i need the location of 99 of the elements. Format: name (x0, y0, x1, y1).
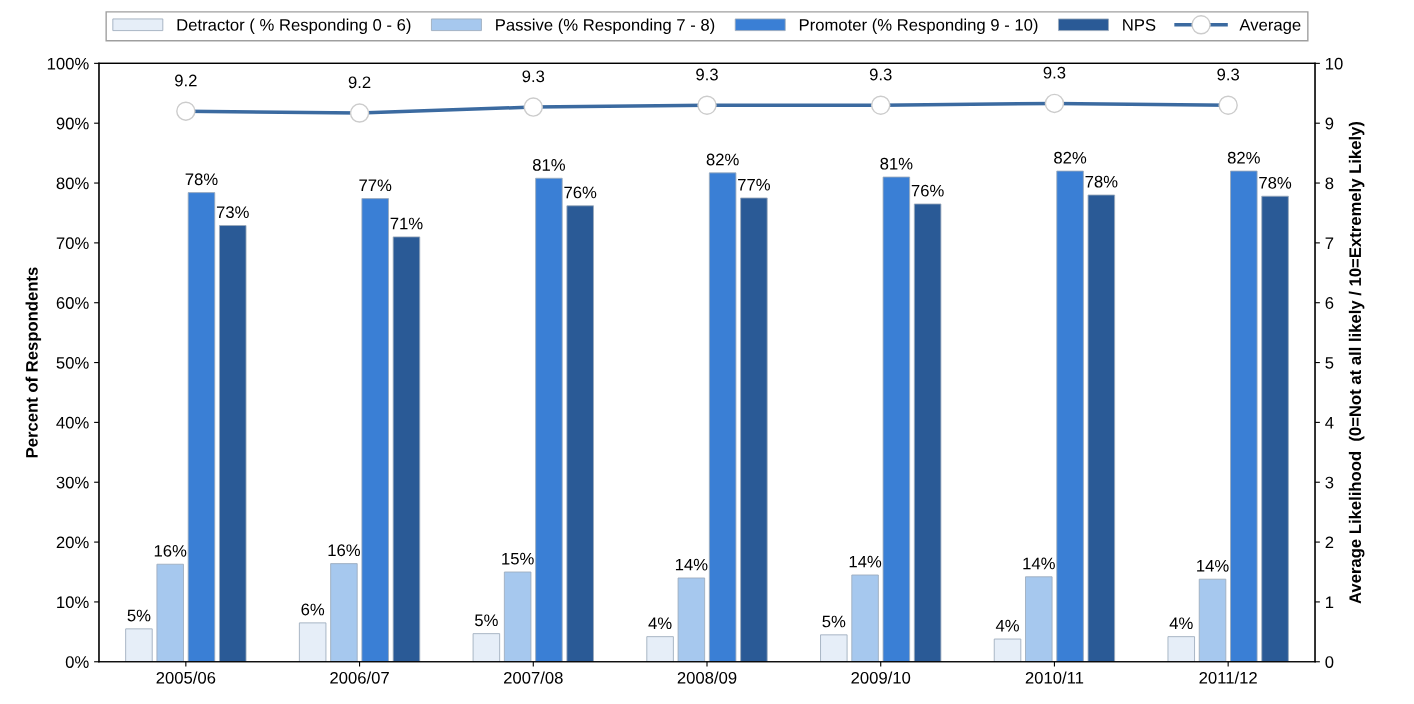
data-label: 9.3 (696, 68, 718, 81)
bar (187, 192, 216, 662)
bar (1056, 170, 1084, 662)
y2-tick-label: 2 (1325, 536, 1334, 549)
data-label: 14% (1023, 557, 1055, 570)
bar (740, 197, 768, 662)
y-tick-label: 80% (56, 177, 89, 190)
data-label: 78% (1259, 176, 1292, 189)
y2-tick-label: 7 (1325, 237, 1334, 249)
data-label: 5% (475, 614, 498, 627)
bar (219, 225, 247, 662)
bar (503, 571, 532, 662)
x-tick-label: 2010/11 (1025, 671, 1084, 684)
bar (566, 205, 594, 662)
bar (361, 198, 389, 662)
data-label: 82% (1227, 151, 1260, 164)
bar (125, 628, 153, 662)
bar (156, 563, 184, 662)
data-label: 15% (502, 552, 534, 565)
bar (1025, 576, 1053, 662)
data-label: 5% (127, 609, 151, 622)
data-label: 9.3 (522, 70, 545, 83)
data-label: 16% (328, 544, 361, 557)
data-label: 14% (1197, 559, 1229, 572)
y2-tick-label: 8 (1325, 177, 1334, 190)
data-label: 82% (1054, 151, 1087, 164)
y-tick-label: 50% (56, 356, 89, 369)
bar (913, 203, 942, 662)
y2-tick-label: 1 (1326, 596, 1334, 608)
bar (708, 172, 737, 662)
bar (472, 633, 501, 662)
data-label: 77% (738, 178, 770, 191)
legend-label: Passive (% Responding 7 - 8) (496, 18, 715, 35)
data-label: 4% (995, 619, 1019, 632)
x-tick-label: 2005/06 (156, 671, 216, 684)
data-label: 9.3 (1217, 68, 1240, 81)
y-tick-label: 70% (56, 237, 89, 250)
bar (535, 177, 563, 662)
x-tick-label: 2009/10 (851, 671, 911, 684)
legend-label: Promoter (% Responding 9 - 10) (799, 18, 1038, 35)
data-label: 14% (849, 555, 882, 568)
data-label: 77% (359, 179, 392, 192)
data-label: 4% (648, 617, 672, 630)
bar (1261, 195, 1289, 662)
data-label: 9.3 (869, 68, 892, 81)
data-label: 76% (911, 184, 944, 197)
legend-label: NPS (1123, 18, 1156, 31)
bar (1167, 636, 1195, 662)
y2-tick-label: 6 (1325, 297, 1334, 309)
data-label: 78% (185, 173, 218, 186)
x-tick-label: 2006/07 (330, 671, 389, 684)
bar (820, 634, 848, 662)
y-tick-label: 40% (56, 416, 89, 429)
y-tick-label: 20% (56, 536, 89, 549)
y2-axis-title: Average Likelihood (0=Not at all likely / 10=Extremely Likely) (1348, 121, 1365, 604)
x-tick-label: 2011/12 (1199, 671, 1257, 684)
data-label: 6% (301, 603, 325, 616)
bar (882, 176, 911, 662)
data-label: 9.2 (175, 74, 197, 87)
y2-tick-label: 10 (1326, 57, 1343, 70)
y2-tick-label: 5 (1325, 357, 1334, 369)
bar (851, 574, 879, 662)
x-tick-label: 2007/08 (504, 671, 563, 684)
y-tick-label: 10% (57, 596, 89, 609)
data-label: 73% (216, 206, 249, 219)
bar (1087, 194, 1116, 662)
bar (646, 636, 674, 662)
data-label: 81% (532, 158, 565, 171)
y-tick-label: 60% (56, 297, 89, 309)
y2-tick-label: 0 (1325, 656, 1334, 668)
legend-label: Average (1239, 19, 1301, 35)
bar (1198, 578, 1227, 662)
y-tick-label: 0% (65, 656, 89, 668)
y-axis-title: Percent of Respondents (25, 267, 42, 458)
y-tick-label: 100% (47, 57, 89, 70)
data-label: 9.2 (348, 76, 371, 89)
data-label: 78% (1085, 175, 1118, 188)
data-label: 16% (154, 544, 187, 557)
data-label: 81% (880, 157, 913, 170)
y2-tick-label: 3 (1325, 476, 1334, 489)
data-label: 9.3 (1043, 66, 1066, 79)
bar (298, 622, 327, 662)
data-label: 14% (675, 558, 708, 571)
bar (993, 638, 1022, 662)
data-label: 82% (706, 153, 739, 166)
x-tick-label: 2008/09 (677, 671, 737, 684)
bar (392, 236, 421, 662)
data-label: 76% (564, 186, 597, 199)
data-label: 71% (390, 217, 423, 230)
data-label: 4% (1169, 617, 1193, 630)
legend-label: Detractor ( % Responding 0 - 6) (177, 18, 411, 35)
y2-tick-label: 4 (1325, 416, 1334, 429)
bar (330, 563, 358, 662)
y-tick-label: 90% (56, 117, 89, 130)
bar (1230, 170, 1258, 662)
y2-tick-label: 9 (1325, 117, 1334, 130)
data-label: 5% (822, 615, 846, 628)
y-tick-label: 30% (56, 476, 89, 489)
bar (677, 577, 706, 662)
